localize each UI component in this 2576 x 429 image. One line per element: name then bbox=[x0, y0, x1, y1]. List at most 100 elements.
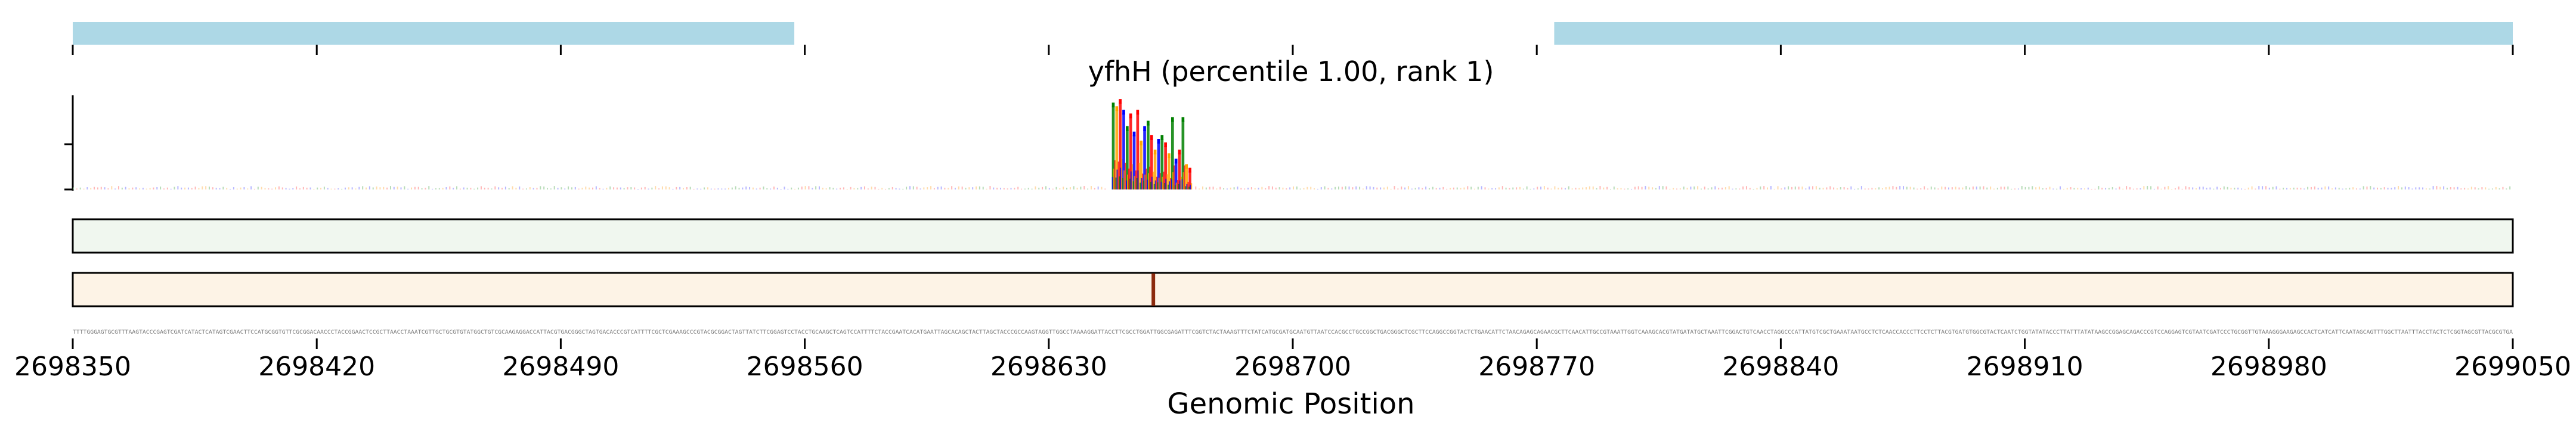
coverage-noise-bar bbox=[2038, 186, 2040, 189]
coverage-noise-bar bbox=[2401, 187, 2402, 189]
coverage-noise-bar bbox=[1460, 188, 1462, 189]
coverage-noise-bar bbox=[668, 187, 670, 189]
coverage-noise-bar bbox=[477, 187, 479, 189]
coverage-noise-bar bbox=[1491, 188, 1493, 189]
coverage-noise-bar bbox=[2314, 186, 2315, 189]
coverage-noise-bar bbox=[871, 186, 872, 189]
coverage-noise-bar bbox=[1745, 186, 1747, 189]
coverage-noise-bar bbox=[1537, 186, 1538, 189]
coverage-noise-bar bbox=[348, 187, 349, 189]
coverage-noise-bar bbox=[2150, 186, 2152, 189]
coverage-noise-bar bbox=[2429, 188, 2431, 189]
coverage-noise-bar bbox=[428, 186, 430, 189]
coverage-noise-bar bbox=[135, 187, 137, 189]
coverage-noise-bar bbox=[948, 188, 949, 189]
coverage-bar-cap-17 bbox=[1171, 117, 1174, 122]
coverage-noise-bar bbox=[940, 186, 942, 189]
coverage-noise-bar bbox=[1909, 186, 1911, 189]
coverage-noise-bar bbox=[2087, 187, 2089, 189]
coverage-bar-6-minor-0 bbox=[1132, 181, 1134, 189]
coverage-noise-bar bbox=[1749, 188, 1751, 189]
coverage-noise-bar bbox=[1777, 186, 1779, 189]
coverage-noise-bar bbox=[2247, 187, 2249, 189]
coverage-noise-bar bbox=[1951, 187, 1953, 189]
coverage-bar-cap-11 bbox=[1150, 135, 1153, 140]
coverage-noise-bar bbox=[2506, 188, 2507, 189]
coverage-noise-bar bbox=[1571, 188, 1573, 189]
coverage-noise-bar bbox=[850, 186, 852, 189]
coverage-bar-17-minor-2 bbox=[1173, 165, 1175, 189]
coverage-noise-bar bbox=[1637, 186, 1639, 189]
coverage-noise-bar bbox=[1770, 186, 1772, 189]
coverage-noise-bar bbox=[2234, 188, 2236, 189]
coverage-noise-bar bbox=[867, 188, 869, 189]
coverage-noise-bar bbox=[400, 187, 402, 189]
coverage-noise-bar bbox=[689, 186, 691, 189]
coverage-noise-bar bbox=[1878, 187, 1880, 189]
gene-bar-yfhh bbox=[1554, 22, 2513, 45]
coverage-noise-bar bbox=[1265, 188, 1267, 189]
coverage-noise-bar bbox=[2119, 186, 2120, 189]
coverage-noise-bar bbox=[1728, 186, 1730, 189]
coverage-bar-cap-15 bbox=[1164, 142, 1167, 148]
coverage-noise-bar bbox=[840, 188, 841, 189]
coverage-noise-bar bbox=[90, 188, 92, 189]
coverage-noise-bar bbox=[2425, 188, 2427, 189]
coverage-noise-bar bbox=[543, 186, 545, 189]
coverage-noise-bar bbox=[1965, 186, 1967, 189]
heatmap-track-1 bbox=[72, 218, 2514, 254]
coverage-noise-bar bbox=[404, 186, 405, 189]
coverage-bar-0-minor-1 bbox=[1113, 169, 1114, 189]
coverage-noise-bar bbox=[2077, 188, 2079, 189]
coverage-noise-bar bbox=[818, 186, 820, 189]
coverage-bar-11-minor-2 bbox=[1152, 172, 1154, 189]
coverage-noise-bar bbox=[2035, 187, 2037, 189]
coverage-bar-7-minor-2 bbox=[1138, 163, 1140, 189]
coverage-bar-1-minor-2 bbox=[1117, 161, 1119, 189]
coverage-noise-bar bbox=[1422, 188, 1423, 189]
coverage-noise-bar bbox=[2147, 186, 2148, 189]
coverage-noise-bar bbox=[107, 188, 109, 189]
x-tick-label-2: 2698490 bbox=[502, 352, 619, 382]
coverage-noise-bar bbox=[1690, 186, 1692, 189]
coverage-noise-bar bbox=[139, 188, 141, 189]
coverage-noise-bar bbox=[2136, 188, 2138, 189]
coverage-noise-bar bbox=[128, 188, 130, 189]
coverage-noise-bar bbox=[686, 187, 688, 189]
coverage-noise-bar bbox=[1007, 188, 1008, 189]
coverage-noise-bar bbox=[2105, 188, 2107, 189]
coverage-noise-bar bbox=[2446, 188, 2448, 189]
coverage-noise-bar bbox=[1840, 187, 1841, 189]
coverage-noise-bar bbox=[1558, 188, 1559, 189]
coverage-bar-cap-8 bbox=[1140, 141, 1143, 146]
coverage-noise-bar bbox=[2227, 186, 2228, 189]
sequence-strip: TTTTGGGAGTGCGTTTAAGTACCCGAGTCGATCATACTCA… bbox=[73, 329, 2513, 335]
coverage-bar-9 bbox=[1143, 129, 1146, 189]
coverage-noise-bar bbox=[2265, 186, 2267, 189]
coverage-bar-15-minor-0 bbox=[1164, 183, 1166, 189]
coverage-noise-bar bbox=[1767, 187, 1769, 189]
coverage-noise-bar bbox=[1247, 188, 1249, 189]
coverage-noise-bar bbox=[1857, 188, 1859, 189]
coverage-noise-bar bbox=[2126, 186, 2128, 189]
coverage-noise-bar bbox=[142, 188, 144, 189]
coverage-noise-bar bbox=[1896, 186, 1897, 189]
coverage-noise-bar bbox=[2289, 188, 2291, 189]
coverage-noise-bar bbox=[696, 188, 698, 189]
coverage-bar-22-minor-1 bbox=[1190, 185, 1191, 189]
coverage-bar-1 bbox=[1115, 110, 1119, 189]
coverage-noise-bar bbox=[766, 188, 768, 189]
coverage-noise-bar bbox=[1934, 187, 1936, 189]
coverage-bar-14-minor-1 bbox=[1162, 176, 1163, 189]
coverage-noise-bar bbox=[362, 186, 364, 189]
coverage-noise-bar bbox=[1268, 186, 1270, 189]
coverage-noise-bar bbox=[2060, 186, 2061, 189]
coverage-noise-bar bbox=[874, 186, 876, 189]
coverage-bar-10-minor-0 bbox=[1147, 179, 1148, 189]
coverage-noise-bar bbox=[2199, 186, 2200, 189]
coverage-noise-bar bbox=[1899, 186, 1901, 189]
coverage-noise-bar bbox=[1428, 188, 1430, 189]
coverage-noise-bar bbox=[791, 187, 792, 189]
coverage-bar-7-minor-0 bbox=[1136, 178, 1138, 189]
